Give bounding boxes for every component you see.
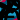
Bar [0, 12, 9, 15]
Text: $\mathbf{V_0}$: $\mathbf{V_0}$ [0, 0, 20, 9]
Text: $m_1$: $m_1$ [0, 0, 1, 20]
Text: $k$: $k$ [15, 0, 20, 20]
Bar [9, 4, 20, 8]
Text: $m_2$: $m_2$ [16, 0, 20, 3]
Text: $R$: $R$ [2, 0, 20, 20]
Bar [11, 12, 20, 15]
Text: $m_3$: $m_3$ [0, 7, 12, 20]
Bar [0, 6, 9, 10]
